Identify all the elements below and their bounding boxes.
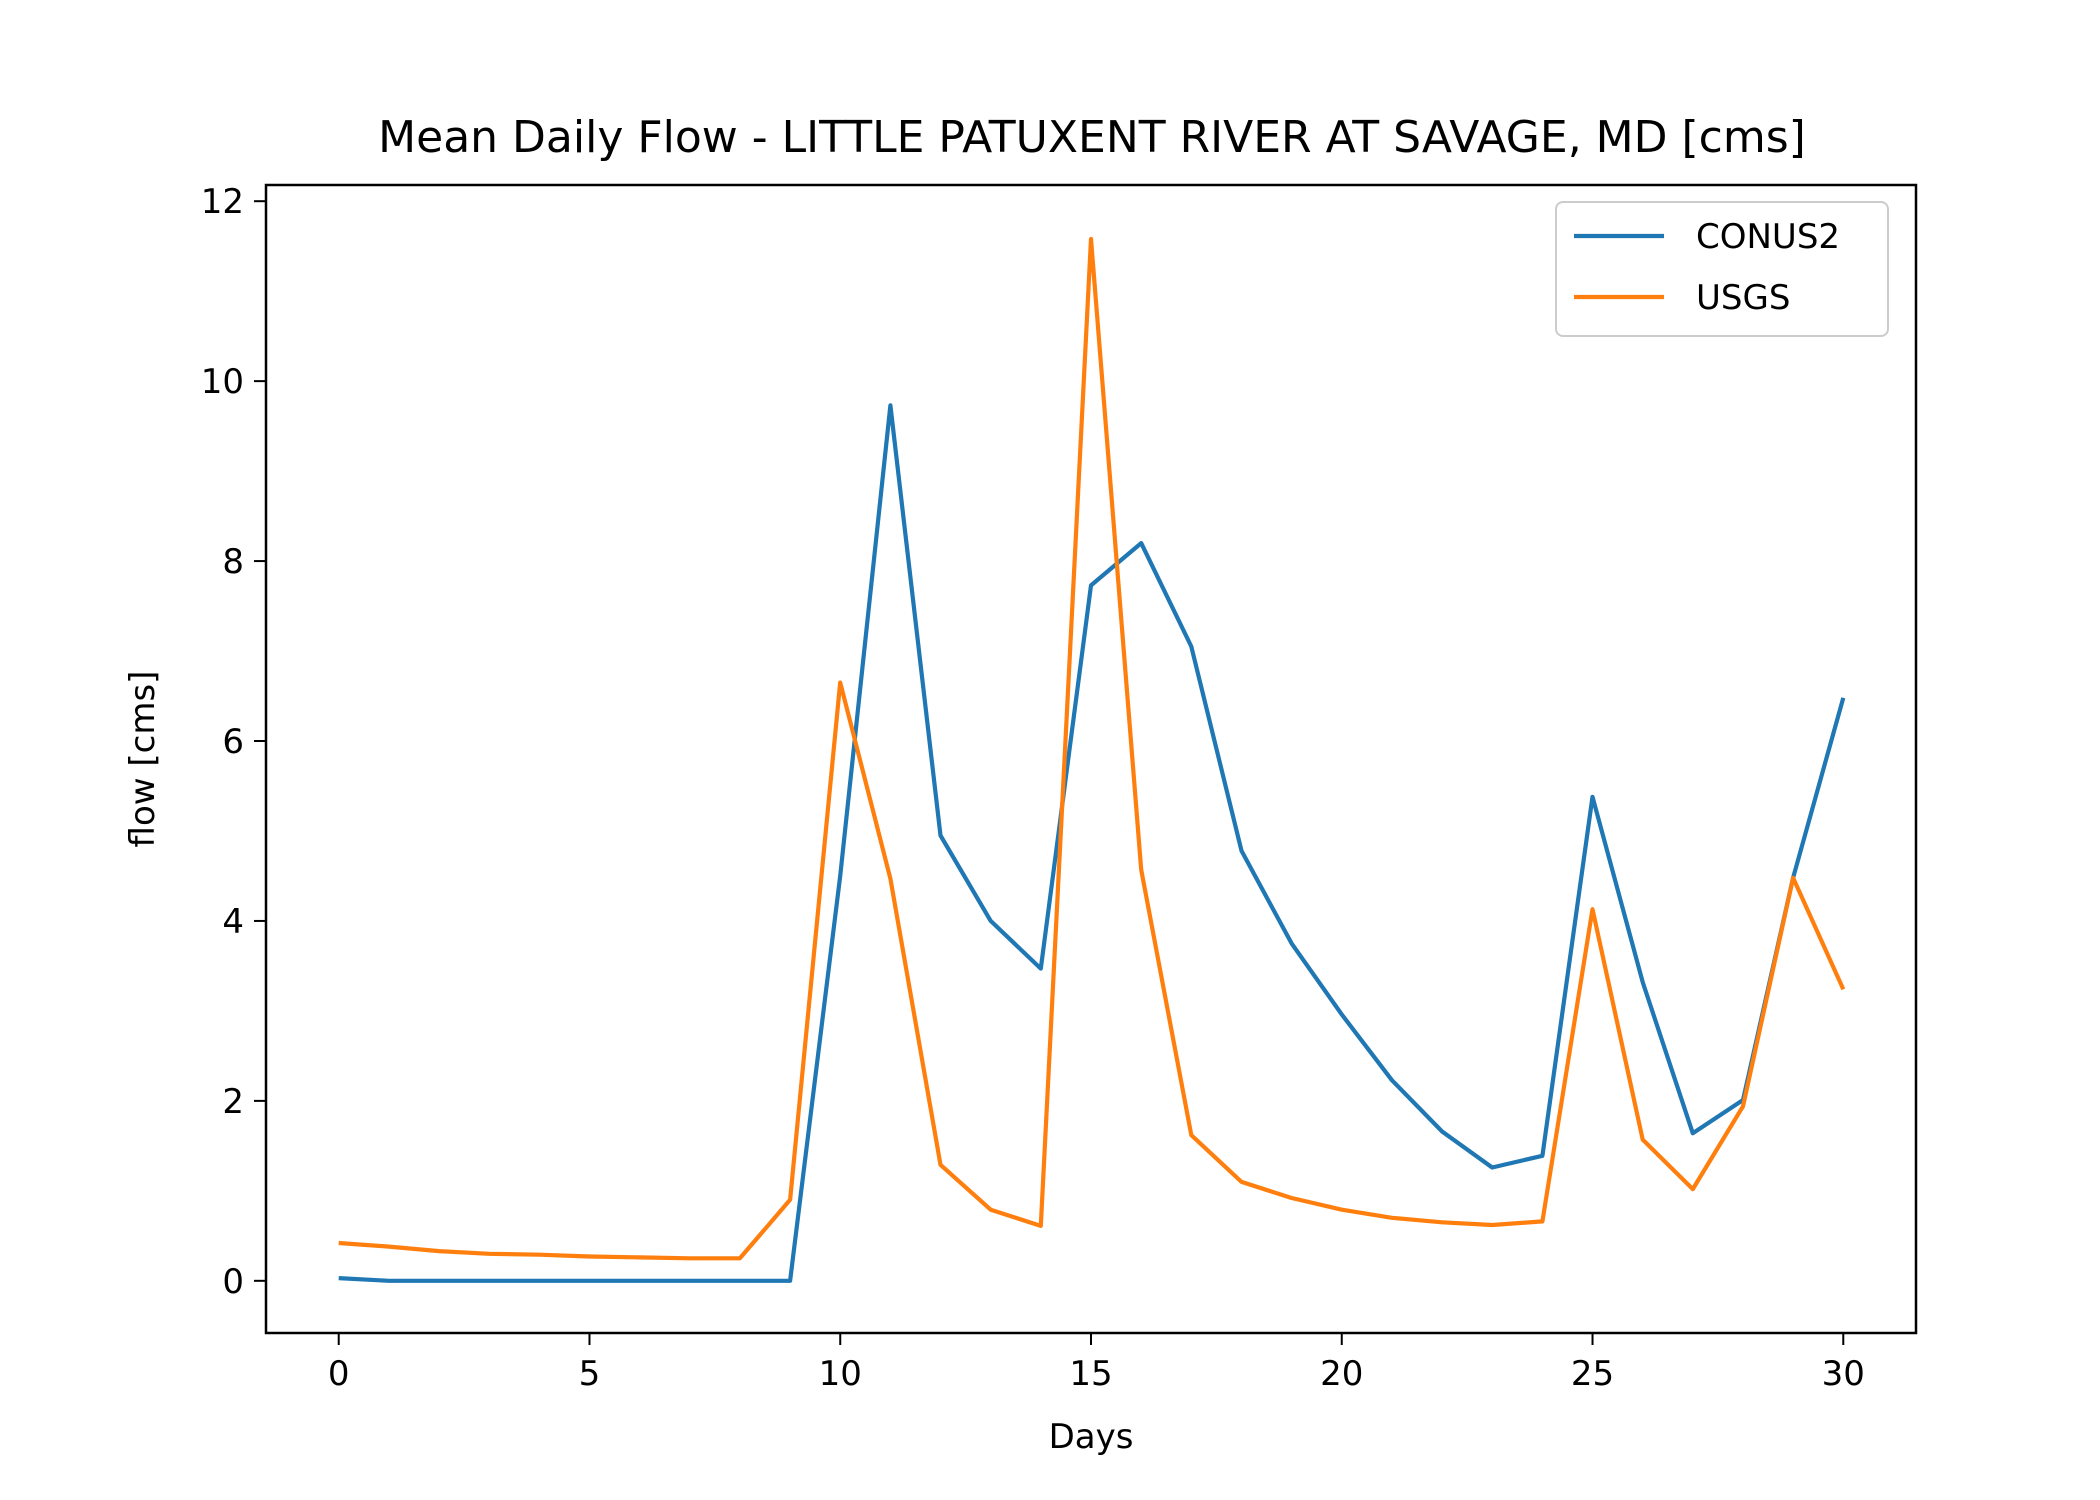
y-axis-label: flow [cms] xyxy=(123,671,163,848)
x-tick-label: 25 xyxy=(1571,1354,1614,1394)
x-tick-label: 10 xyxy=(819,1354,862,1394)
y-tick-label: 12 xyxy=(201,182,244,222)
x-tick-label: 5 xyxy=(579,1354,601,1394)
legend-label-usgs: USGS xyxy=(1696,278,1790,318)
y-tick-label: 6 xyxy=(222,722,244,762)
y-tick-label: 0 xyxy=(222,1262,244,1302)
y-tick-label: 10 xyxy=(201,362,244,402)
x-tick-label: 30 xyxy=(1822,1354,1865,1394)
x-tick-label: 15 xyxy=(1069,1354,1112,1394)
series-line-usgs xyxy=(338,236,1846,1261)
series-line-conus2 xyxy=(338,403,1846,1283)
y-axis: 0 2 4 6 8 10 12 xyxy=(201,182,266,1302)
x-tick-label: 20 xyxy=(1320,1354,1363,1394)
series-layer xyxy=(338,236,1846,1283)
legend: CONUS2 USGS xyxy=(1555,201,1889,337)
y-tick-label: 8 xyxy=(222,542,244,582)
x-axis: 0 5 10 15 20 25 30 xyxy=(328,1333,1865,1394)
y-tick-label: 4 xyxy=(222,902,244,942)
y-tick-label: 2 xyxy=(222,1082,244,1122)
legend-label-conus2: CONUS2 xyxy=(1696,217,1840,257)
x-axis-label: Days xyxy=(1049,1417,1134,1457)
chart-title: Mean Daily Flow - LITTLE PATUXENT RIVER … xyxy=(378,112,1806,163)
x-tick-label: 0 xyxy=(328,1354,350,1394)
